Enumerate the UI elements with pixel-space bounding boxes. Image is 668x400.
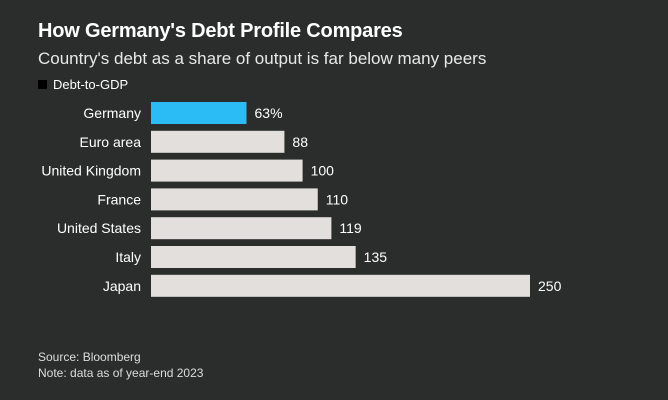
value-label-japan: 250 xyxy=(538,278,562,294)
bar-united-kingdom xyxy=(151,159,303,182)
legend-swatch xyxy=(38,80,47,89)
value-label-italy: 135 xyxy=(364,249,388,265)
bar-italy xyxy=(151,246,356,268)
category-label-japan: Japan xyxy=(103,278,141,294)
footnote: Note: data as of year-end 2023 xyxy=(38,366,204,380)
category-label-united-kingdom: United Kingdom xyxy=(41,163,141,179)
value-label-united-kingdom: 100 xyxy=(311,163,335,179)
legend: Debt-to-GDP xyxy=(38,77,128,92)
bar-france xyxy=(151,188,318,211)
legend-label: Debt-to-GDP xyxy=(53,77,129,92)
category-label-germany: Germany xyxy=(83,105,141,121)
value-label-germany: 63% xyxy=(255,105,283,121)
chart-subtitle: Country's debt as a share of output is f… xyxy=(38,49,487,68)
source-note: Source: Bloomberg xyxy=(38,350,141,364)
category-label-italy: Italy xyxy=(115,249,141,265)
category-label-france: France xyxy=(97,191,141,207)
bar-euro-area xyxy=(151,130,285,153)
value-label-euro-area: 88 xyxy=(292,134,308,150)
chart-title: How Germany's Debt Profile Compares xyxy=(38,20,403,42)
bar-germany xyxy=(151,102,247,124)
category-label-united-states: United States xyxy=(57,220,141,236)
value-label-united-states: 119 xyxy=(339,220,362,236)
bar-japan xyxy=(151,274,530,297)
category-label-euro-area: Euro area xyxy=(80,134,142,150)
value-label-france: 110 xyxy=(326,191,349,207)
bar-united-states xyxy=(151,217,332,240)
bar-chart: Germany 63% Euro area 88 United Kingdom 100 Fr… xyxy=(41,102,562,297)
